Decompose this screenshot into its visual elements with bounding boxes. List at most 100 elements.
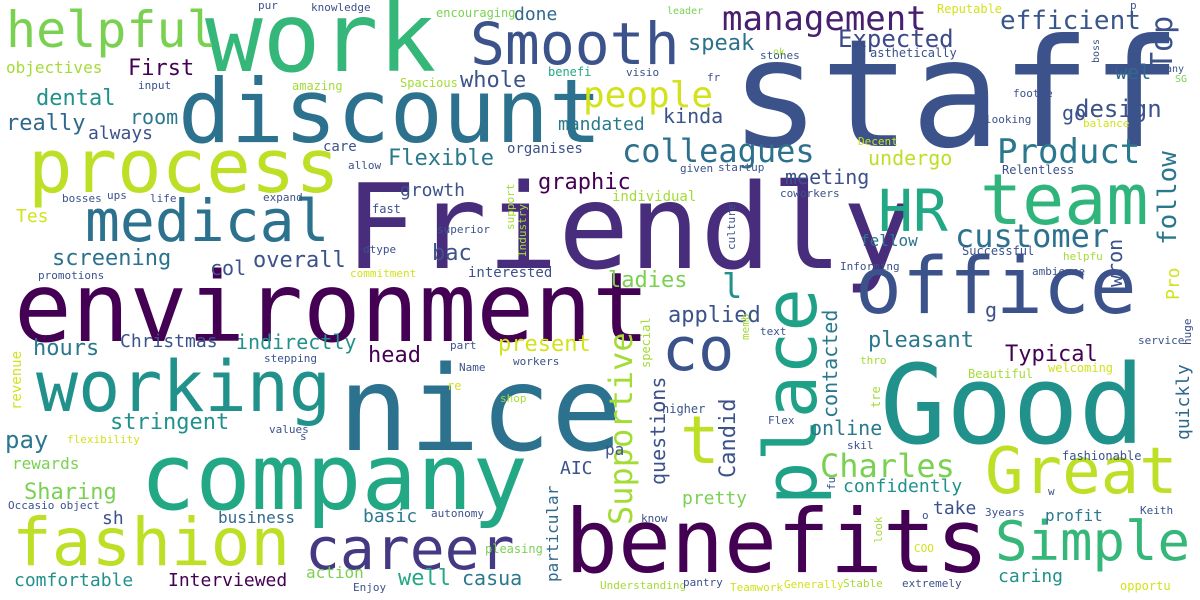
word-50: undergo — [868, 146, 953, 170]
word-130: superior — [437, 223, 490, 236]
word-152: higher — [662, 402, 706, 416]
word-129: support — [504, 183, 517, 230]
word-5: work — [205, 0, 437, 94]
word-108: footwe — [1013, 87, 1053, 100]
word-172: COO — [914, 542, 934, 555]
word-73: quickly — [1173, 364, 1194, 440]
word-64: present — [498, 332, 591, 357]
word-8: benefits — [565, 490, 989, 593]
word-2: nice — [338, 340, 623, 478]
word-34: Expected — [838, 25, 954, 53]
word-169: particular — [543, 485, 562, 582]
word-82: business — [218, 508, 296, 527]
word-76: confidently — [843, 476, 963, 497]
word-40: always — [88, 123, 154, 144]
word-21: helpful — [6, 1, 217, 59]
word-156: revenue — [9, 350, 25, 410]
word-12: working — [36, 346, 332, 428]
word-100: many — [1160, 64, 1185, 75]
word-159: workers — [513, 355, 560, 368]
word-186: opportu — [1120, 579, 1171, 593]
word-75: questions — [646, 376, 670, 485]
word-85: pa — [605, 440, 625, 459]
word-77: pretty — [682, 488, 748, 509]
word-110: balance — [1083, 117, 1130, 130]
word-33: efficient — [1000, 6, 1141, 36]
word-88: Interviewed — [168, 570, 288, 591]
word-126: bosses — [62, 192, 102, 205]
word-140: ambience — [1032, 265, 1085, 278]
word-96: pur — [258, 0, 278, 12]
word-182: Teamwork — [730, 581, 783, 594]
word-131: Industry — [516, 204, 529, 257]
word-97: leader — [667, 6, 704, 17]
word-49: meeting — [785, 165, 870, 189]
word-24: management — [722, 0, 927, 39]
word-139: helpfu — [1063, 250, 1103, 263]
word-39: room — [130, 105, 179, 129]
word-37: dental — [36, 86, 116, 111]
word-46: go — [1062, 101, 1087, 125]
word-167: object — [60, 499, 100, 512]
word-94: encouraging — [436, 6, 516, 20]
word-121: startup — [718, 161, 765, 174]
word-91: action — [306, 563, 364, 582]
word-146: thro — [860, 354, 887, 367]
word-20: Simple — [995, 510, 1191, 573]
word-163: values — [269, 423, 309, 436]
word-149: welcoming — [1048, 361, 1114, 375]
word-84: AIC — [560, 458, 593, 479]
word-147: service — [1138, 334, 1185, 347]
word-142: g — [985, 298, 998, 322]
word-103: asthetically — [870, 46, 957, 60]
word-17: career — [305, 515, 515, 583]
word-119: Relentless — [1002, 163, 1075, 177]
word-170: know — [641, 512, 668, 525]
word-187: p — [1130, 0, 1137, 12]
word-87: comfortable — [14, 570, 134, 591]
word-115: organises — [507, 141, 583, 157]
word-176: Keith — [1140, 504, 1174, 517]
word-98: Reputable — [937, 2, 1003, 16]
word-101: boss — [1091, 38, 1102, 63]
word-36: First — [128, 56, 195, 81]
word-13: place — [749, 288, 833, 505]
word-74: online — [810, 416, 883, 440]
word-124: life — [150, 192, 177, 205]
word-155: fashionable — [1062, 449, 1142, 463]
word-26: colleagues — [622, 132, 815, 170]
word-16: Smooth — [470, 10, 680, 78]
word-178: pleasing — [485, 542, 543, 556]
word-0: staff — [730, 8, 1182, 182]
word-171: look — [872, 516, 885, 544]
word-19: co — [662, 315, 735, 385]
word-1: Friendly — [345, 158, 914, 296]
word-79: profit — [1045, 506, 1103, 525]
word-107: fr — [707, 71, 721, 84]
word-10: process — [28, 124, 340, 210]
word-99: wel — [1115, 60, 1152, 84]
word-3: environment — [14, 252, 650, 364]
word-112: amazing — [292, 79, 343, 93]
word-133: dtype — [363, 243, 397, 256]
word-95: knowledge — [311, 1, 371, 14]
word-53: overall — [253, 248, 346, 273]
word-9: office — [855, 242, 1137, 332]
word-61: wron — [1103, 238, 1127, 287]
word-56: Tes — [16, 206, 49, 227]
word-35: speak — [688, 31, 755, 56]
word-164: s — [300, 430, 307, 443]
word-145: special — [639, 317, 653, 368]
word-183: Generally — [784, 578, 844, 591]
word-154: skil — [847, 439, 874, 452]
word-151: tre — [869, 386, 883, 408]
word-174: w — [1048, 485, 1055, 498]
word-42: whole — [460, 68, 527, 93]
word-18: medical — [85, 187, 330, 255]
word-106: stones — [760, 49, 800, 62]
word-67: hours — [33, 336, 100, 361]
word-134: interested — [468, 265, 553, 281]
word-132: culture — [725, 203, 738, 250]
word-111: Spacious — [400, 76, 458, 90]
word-63: Typical — [1005, 342, 1098, 367]
